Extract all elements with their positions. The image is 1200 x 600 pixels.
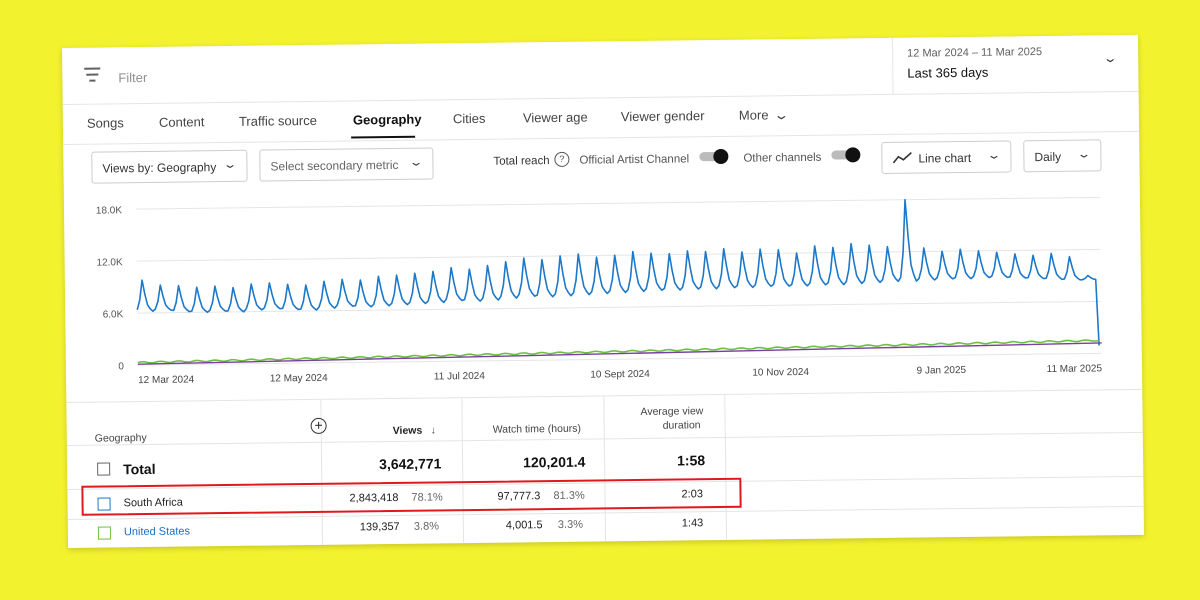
gridline xyxy=(135,196,1100,210)
x-tick-label: 12 Mar 2024 xyxy=(138,374,195,386)
avg-duration-header[interactable]: Average view xyxy=(640,405,704,418)
chart-type-dropdown[interactable]: Line chart ⌄ xyxy=(881,140,1012,174)
tab-cities[interactable]: Cities xyxy=(452,110,486,127)
series-line-united-states xyxy=(137,339,1100,364)
gridline xyxy=(137,300,1102,314)
total-watch-time: 120,201.4 xyxy=(522,453,586,471)
geography-table: Geography + Views ↓ Watch time (hours) A… xyxy=(66,388,1145,548)
series-line-total xyxy=(137,342,1102,365)
y-tick-label: 12.0K xyxy=(96,257,123,268)
x-tick-label: 9 Jan 2025 xyxy=(917,365,967,377)
x-tick-label: 11 Jul 2024 xyxy=(434,371,486,383)
x-tick-label: 11 Mar 2025 xyxy=(1047,363,1103,375)
tab-geography[interactable]: Geography xyxy=(352,111,422,128)
secondary-metric-dropdown[interactable]: Select secondary metric ⌄ xyxy=(259,147,434,182)
chart-type-label: Line chart xyxy=(918,150,972,166)
tab-content[interactable]: Content xyxy=(158,114,205,130)
x-tick-label: 10 Nov 2024 xyxy=(752,367,809,379)
interval-dropdown[interactable]: Daily ⌄ xyxy=(1023,139,1102,173)
official-artist-channel-label: Official Artist Channel xyxy=(579,153,690,167)
watch-time-header[interactable]: Watch time (hours) xyxy=(492,422,582,436)
date-range-text: 12 Mar 2024 – 11 Mar 2025 xyxy=(907,46,1043,60)
total-avg-duration: 1:58 xyxy=(676,452,706,469)
avg-duration-header-line2: duration xyxy=(662,419,701,432)
chevron-down-icon: ⌄ xyxy=(408,156,424,169)
date-range-label: Last 365 days xyxy=(907,64,989,81)
interval-label: Daily xyxy=(1034,149,1062,165)
analytics-card: Filter 12 Mar 2024 – 11 Mar 2025 Last 36… xyxy=(62,34,1145,548)
secondary-metric-label: Select secondary metric xyxy=(270,157,399,174)
united-states-views: 139,357 xyxy=(359,520,400,534)
x-tick-label: 10 Sept 2024 xyxy=(590,369,650,381)
active-tab-indicator xyxy=(351,135,416,139)
views-header[interactable]: Views xyxy=(392,424,423,437)
united-states-avg-duration: 1:43 xyxy=(681,517,704,530)
add-column-icon[interactable]: + xyxy=(310,417,327,434)
other-channels-toggle[interactable] xyxy=(829,147,861,163)
column-divider xyxy=(603,396,607,543)
toggle-knob xyxy=(713,148,729,165)
tab-traffic-source[interactable]: Traffic source xyxy=(238,112,318,129)
total-label: Total xyxy=(123,460,156,478)
united-states-views-pct: 3.8% xyxy=(413,520,440,533)
tab-songs[interactable]: Songs xyxy=(86,115,124,131)
gridline xyxy=(137,352,1102,366)
other-channels-label: Other channels xyxy=(743,151,822,165)
chevron-down-icon: ⌄ xyxy=(222,158,238,172)
tab-more-label: More xyxy=(738,107,769,123)
chevron-down-icon: ⌄ xyxy=(1076,148,1092,161)
total-reach-label: Total reach xyxy=(493,155,550,168)
official-artist-channel-toggle[interactable] xyxy=(697,148,729,165)
help-icon[interactable]: ? xyxy=(554,151,570,167)
united-states-watch-time: 4,001.5 xyxy=(505,519,543,532)
chevron-down-icon: ⌄ xyxy=(986,149,1002,162)
tab-more[interactable]: More ⌄ xyxy=(738,107,790,124)
gridline xyxy=(136,248,1101,262)
tab-viewer-age[interactable]: Viewer age xyxy=(522,109,588,126)
views-by-label: Views by: Geography xyxy=(102,160,217,176)
column-divider xyxy=(724,394,728,541)
y-tick-label: 18.0K xyxy=(96,205,123,216)
views-by-dropdown[interactable]: Views by: Geography ⌄ xyxy=(91,149,248,184)
tab-viewer-gender[interactable]: Viewer gender xyxy=(620,108,705,125)
column-divider xyxy=(461,398,465,545)
chevron-down-icon: ⌄ xyxy=(1102,51,1118,66)
geography-header: Geography xyxy=(94,431,147,445)
y-tick-label: 6.0K xyxy=(103,309,124,320)
total-checkbox[interactable] xyxy=(97,462,111,476)
united-states-country[interactable]: United States xyxy=(123,525,191,539)
y-tick-label: 0 xyxy=(118,361,124,372)
x-tick-label: 12 May 2024 xyxy=(270,373,328,385)
series-line-south-africa xyxy=(136,198,1100,346)
chevron-down-icon: ⌄ xyxy=(773,107,790,123)
toggle-knob xyxy=(845,147,861,163)
total-views: 3,642,771 xyxy=(379,455,442,473)
line-chart-icon xyxy=(892,152,912,164)
sort-arrow-icon[interactable]: ↓ xyxy=(430,424,437,437)
filter-icon[interactable] xyxy=(84,67,101,82)
line-chart: 18.0K 12.0K 6.0K 0 12 Mar 2024 12 May 2024 11 … xyxy=(96,196,1103,386)
date-range-picker[interactable]: 12 Mar 2024 – 11 Mar 2025 Last 365 days … xyxy=(891,34,1140,94)
united-states-watch-pct: 3.3% xyxy=(557,518,584,531)
united-states-checkbox[interactable] xyxy=(97,526,112,540)
filter-input[interactable]: Filter xyxy=(118,69,148,86)
